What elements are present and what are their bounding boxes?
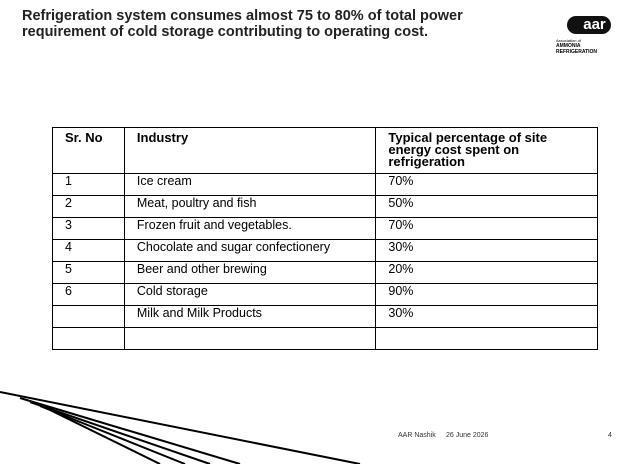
table-cell: 2 [53,196,125,218]
table-cell: Cold storage [124,284,375,306]
table-cell: Ice cream [124,174,375,196]
page-number: 4 [608,432,612,439]
column-header: Industry [124,128,375,174]
table-cell: 30% [376,240,598,262]
logo-line: AMMONIA REFRIGERATION [556,43,622,55]
column-header: Typical percentage of site energy cost s… [376,128,598,174]
table-cell: 30% [376,306,598,328]
column-header: Sr. No [53,128,125,174]
logo-mark: aar [567,16,611,34]
table-cell: Meat, poultry and fish [124,196,375,218]
footer-place: AAR Nashik [398,432,436,439]
table-cell: 70% [376,218,598,240]
table-cell [53,306,125,328]
table-cell: Frozen fruit and vegetables. [124,218,375,240]
table-cell: Beer and other brewing [124,262,375,284]
table-cell: Milk and Milk Products [124,306,375,328]
table-cell: 90% [376,284,598,306]
table-cell [53,328,125,350]
table-cell: Chocolate and sugar confectionery [124,240,375,262]
table-cell: 6 [53,284,125,306]
table-cell: 70% [376,174,598,196]
footer-date: 26 June 2026 [446,432,488,439]
empty-row [53,328,598,350]
table-cell: 4 [53,240,125,262]
slide: Refrigeration system consumes almost 75 … [0,0,625,464]
table-cell: 3 [53,218,125,240]
table-cell: 50% [376,196,598,218]
table-cell: 1 [53,174,125,196]
table-cell [376,328,598,350]
logo: aar Association of AMMONIA REFRIGERATION [556,16,622,55]
table-cell [124,328,375,350]
slide-title: Refrigeration system consumes almost 75 … [22,8,542,40]
table-cell: 5 [53,262,125,284]
table-cell: 20% [376,262,598,284]
